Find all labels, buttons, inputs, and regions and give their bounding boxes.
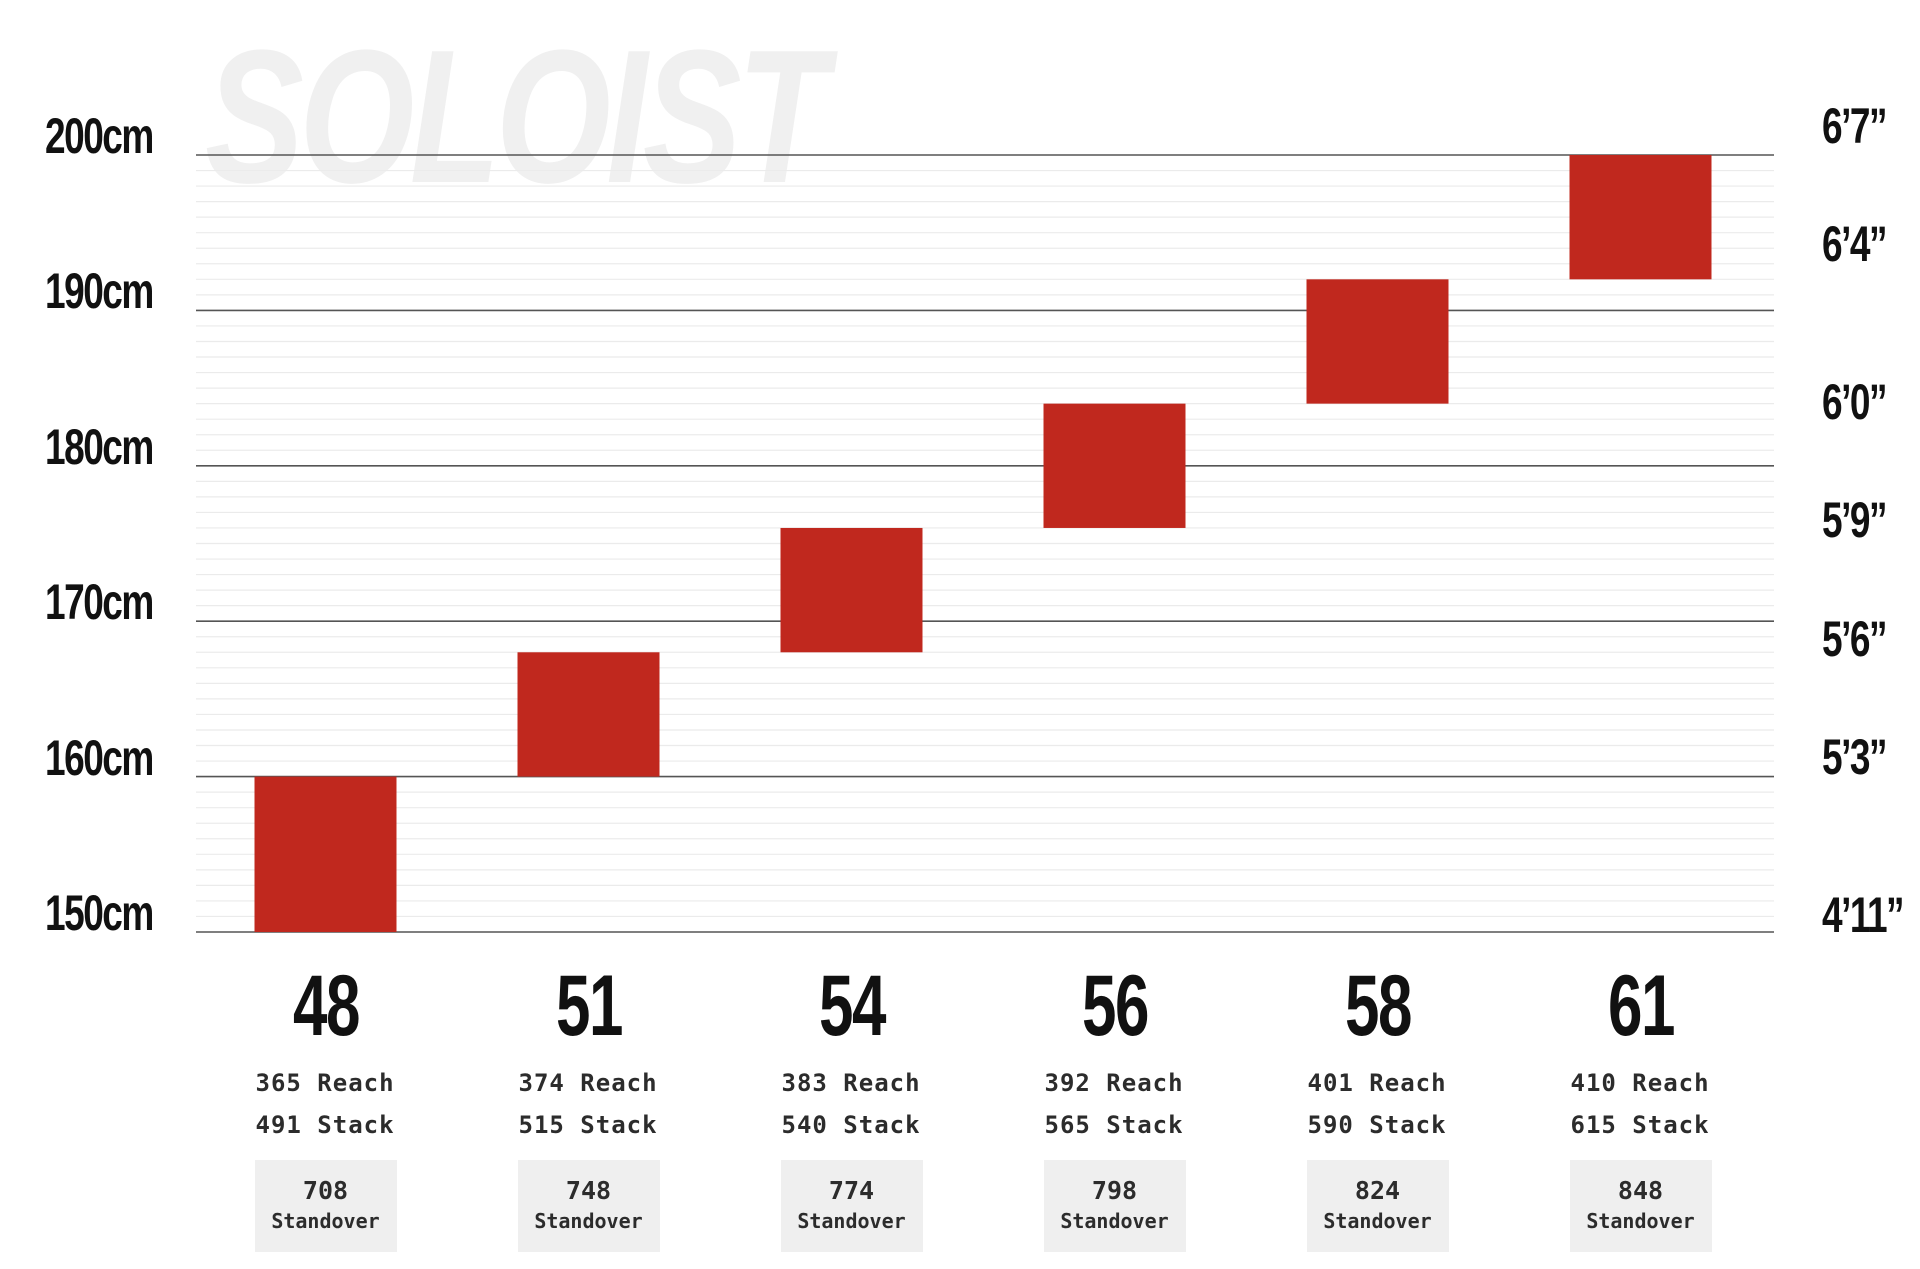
- bar-size-54: [780, 527, 923, 653]
- standover-box: 798 Standover: [1043, 1160, 1186, 1252]
- left-tick-label: 200cm: [45, 108, 154, 164]
- standover-value: 798: [1091, 1176, 1138, 1205]
- stack-value: 590 Stack: [1307, 1111, 1447, 1139]
- stack-value: 565 Stack: [1044, 1111, 1184, 1139]
- size-label-61: 61: [1607, 958, 1674, 1054]
- stack-value: 491 Stack: [255, 1111, 395, 1139]
- bar-size-51: [517, 652, 660, 777]
- right-tick-label: 6’7”: [1822, 97, 1887, 154]
- bar-size-56: [1043, 403, 1186, 528]
- left-tick-label: 150cm: [45, 885, 154, 941]
- right-tick-label: 6’0”: [1822, 374, 1887, 431]
- standover-label: Standover: [271, 1209, 380, 1233]
- left-tick-label: 180cm: [45, 418, 154, 475]
- right-tick-label: 5’6”: [1822, 610, 1887, 667]
- size-label-48: 48: [292, 958, 359, 1054]
- stack-value: 540 Stack: [781, 1111, 921, 1139]
- standover-label: Standover: [1060, 1209, 1169, 1233]
- size-label-54: 54: [818, 958, 885, 1054]
- bar-size-61: [1569, 155, 1712, 280]
- standover-box: 748 Standover: [517, 1160, 660, 1252]
- standover-box: 774 Standover: [780, 1160, 923, 1252]
- right-tick-label: 4’11”: [1822, 887, 1905, 944]
- left-tick-label: 160cm: [45, 729, 154, 786]
- size-label-56: 56: [1081, 958, 1148, 1054]
- standover-value: 708: [302, 1176, 349, 1205]
- bar-size-48: [254, 776, 397, 932]
- bar-size-58: [1306, 279, 1449, 404]
- right-tick-label: 5’9”: [1822, 492, 1887, 549]
- reach-value: 410 Reach: [1570, 1069, 1710, 1097]
- standover-box: 824 Standover: [1306, 1160, 1449, 1252]
- reach-value: 383 Reach: [781, 1069, 921, 1097]
- reach-value: 365 Reach: [255, 1069, 395, 1097]
- size-label-51: 51: [555, 958, 622, 1054]
- reach-value: 374 Reach: [518, 1069, 658, 1097]
- standover-label: Standover: [1586, 1209, 1695, 1233]
- right-tick-label: 5’3”: [1822, 729, 1887, 786]
- standover-box: 708 Standover: [254, 1160, 397, 1252]
- left-tick-label: 190cm: [45, 263, 154, 320]
- standover-label: Standover: [1323, 1209, 1432, 1233]
- standover-box: 848 Standover: [1569, 1160, 1712, 1252]
- reach-value: 392 Reach: [1044, 1069, 1184, 1097]
- standover-label: Standover: [534, 1209, 643, 1233]
- standover-value: 848: [1617, 1176, 1664, 1205]
- standover-value: 748: [565, 1176, 612, 1205]
- stack-value: 515 Stack: [518, 1111, 658, 1139]
- right-tick-label: 6’4”: [1822, 216, 1887, 273]
- left-tick-label: 170cm: [45, 574, 154, 631]
- standover-value: 824: [1354, 1176, 1401, 1205]
- watermark-logo: SOLOIST: [205, 11, 827, 223]
- size-label-58: 58: [1344, 958, 1411, 1054]
- standover-value: 774: [828, 1176, 875, 1205]
- reach-value: 401 Reach: [1307, 1069, 1447, 1097]
- stack-value: 615 Stack: [1570, 1111, 1710, 1139]
- standover-label: Standover: [797, 1209, 906, 1233]
